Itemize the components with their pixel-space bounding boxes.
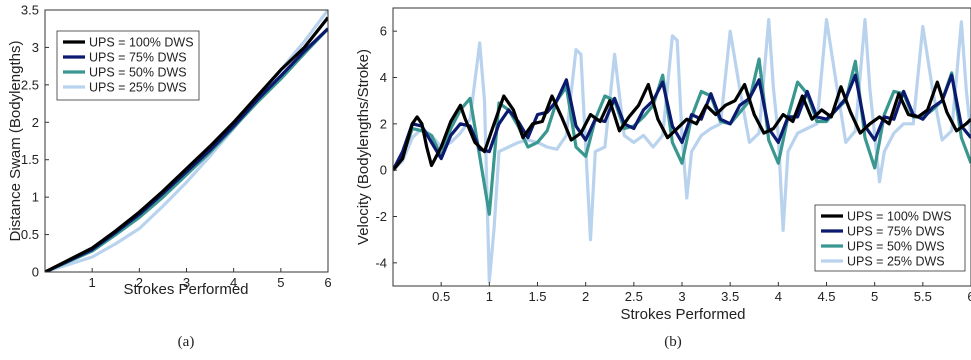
x-tick-label: 2.5: [625, 289, 643, 304]
legend-label-ups100: UPS = 100% DWS: [89, 36, 194, 50]
x-tick-label: 1.5: [528, 289, 546, 304]
legend-label-ups25: UPS = 25% DWS: [89, 81, 187, 95]
x-tick-label: 0.5: [432, 289, 450, 304]
legend-label-ups75: UPS = 75% DWS: [89, 51, 187, 65]
x-tick-label: 3: [678, 289, 685, 304]
y-tick-label: 0: [32, 265, 39, 280]
x-tick-label: 3: [183, 275, 190, 290]
x-tick-label: 5: [871, 289, 878, 304]
y-tick-label: 2: [32, 115, 39, 130]
x-tick-label: 1: [486, 289, 493, 304]
series-line-ups25: [393, 18, 971, 283]
panel-b-axes-box: [392, 7, 971, 287]
panel-b-ticks: 0.5 1 1.5 2 2.5 3 3.5 4 4.5 5 5.5 6 -4 -2 0 2 4 6: [375, 24, 971, 304]
panel-a-caption: (a): [178, 334, 195, 350]
y-tick-label: 2.5: [21, 77, 39, 92]
x-tick-label: 4: [230, 275, 237, 290]
series-line-ups75: [393, 73, 971, 171]
x-tick-label: 2: [582, 289, 589, 304]
x-tick-label: 6: [967, 289, 971, 304]
legend-label-ups50: UPS = 50% DWS: [847, 240, 945, 254]
legend-label-ups50: UPS = 50% DWS: [89, 66, 187, 80]
panel-b-xlabel: Strokes Performed: [620, 306, 745, 323]
x-tick-label: 1: [89, 275, 96, 290]
legend-label-ups75: UPS = 75% DWS: [847, 225, 945, 239]
y-tick-label: -4: [375, 255, 387, 270]
panel-a-series: [45, 10, 328, 272]
series-line-ups100: [45, 16, 328, 272]
panel-a-axes-box: [44, 9, 329, 273]
panel-b-series: [393, 18, 971, 283]
x-tick-label: 6: [324, 275, 331, 290]
legend-label-ups100: UPS = 100% DWS: [847, 210, 952, 224]
y-tick-label: 1.5: [21, 152, 39, 167]
panel-b-ylabel: Velocity (Bodylengths/Stroke): [355, 49, 372, 245]
x-tick-label: 3.5: [721, 289, 739, 304]
y-tick-label: 3.5: [21, 3, 39, 18]
series-line-ups50: [393, 57, 971, 216]
y-tick-label: 4: [380, 70, 387, 85]
series-line-ups100: [393, 80, 971, 172]
x-tick-label: 4.5: [817, 289, 835, 304]
panel-b: 0.5 1 1.5 2 2.5 3 3.5 4 4.5 5 5.5 6 -4 -2 0 2 4 6 Strokes…: [355, 7, 971, 350]
legend-label-ups25: UPS = 25% DWS: [847, 255, 945, 269]
panel-a: 1 2 3 4 5 6 0 0.5 1 1.5 2 2.5 3 3.5 Strokes Performed…: [7, 3, 332, 351]
y-tick-label: 1: [32, 190, 39, 205]
y-tick-label: 6: [380, 24, 387, 39]
panel-b-caption: (b): [664, 334, 682, 350]
x-tick-label: 4: [775, 289, 782, 304]
x-tick-label: 2: [136, 275, 143, 290]
y-tick-label: -2: [375, 209, 387, 224]
y-tick-label: 3: [32, 40, 39, 55]
panel-a-ylabel: Distance Swam (Bodylengths): [7, 41, 24, 242]
y-tick-label: 0: [380, 163, 387, 178]
x-tick-label: 5: [277, 275, 284, 290]
x-tick-label: 5.5: [914, 289, 932, 304]
panel-a-xlabel: Strokes Performed: [123, 281, 248, 298]
y-tick-label: 2: [380, 116, 387, 131]
y-tick-label: 0.5: [21, 227, 39, 242]
